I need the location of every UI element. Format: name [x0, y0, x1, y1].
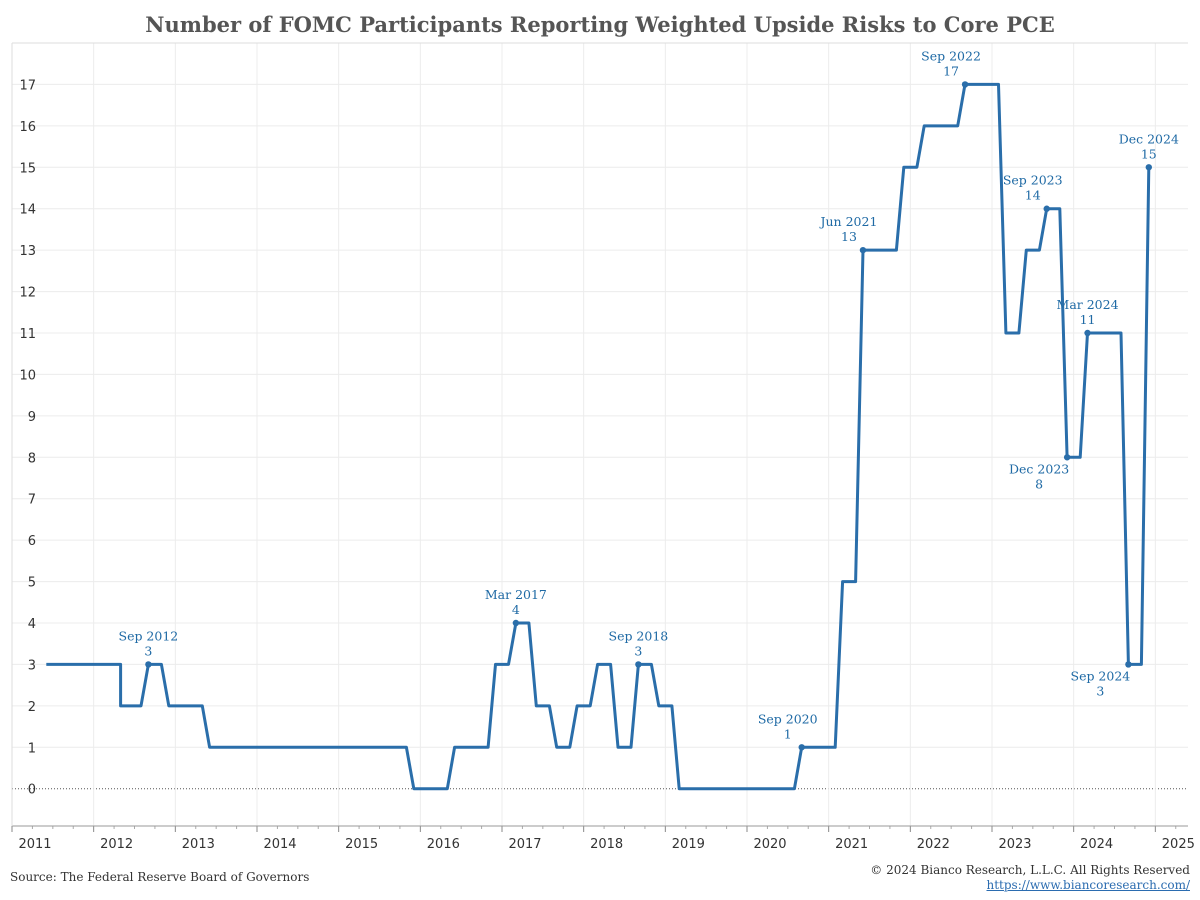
x-tick-label: 2021 [835, 837, 868, 852]
annotation-marker [859, 246, 867, 254]
annotation-date: Mar 2017 [485, 587, 547, 602]
annotation-marker [961, 81, 969, 88]
series-line-group [46, 82, 1151, 791]
annotation-value: 14 [1025, 188, 1041, 203]
annotation-marker [1125, 661, 1132, 668]
y-tick-label: 4 [28, 617, 36, 632]
annotation-date: Sep 2012 [119, 628, 179, 643]
y-tick-label: 7 [28, 493, 36, 508]
y-tick-label: 9 [28, 410, 36, 425]
y-tick-label: 13 [19, 244, 36, 259]
x-tick-label: 2017 [508, 837, 541, 852]
annotation-value: 11 [1080, 312, 1096, 327]
y-tick-label: 11 [19, 327, 36, 342]
annotation-value: 15 [1141, 146, 1157, 161]
annotation-value: 4 [512, 602, 520, 617]
y-tick-label: 2 [28, 700, 36, 715]
annotation-value: 17 [943, 63, 959, 78]
annotation-marker [1145, 164, 1153, 171]
annotation-date: Jun 2021 [819, 214, 878, 229]
annotation-marker [798, 744, 805, 751]
annotation-value: 3 [1096, 683, 1104, 698]
x-tick-label: 2012 [100, 837, 133, 852]
y-tick-label: 15 [19, 161, 36, 176]
x-tick-label: 2016 [427, 837, 460, 852]
annotation-date: Dec 2023 [1009, 461, 1069, 476]
annotation-value: 13 [841, 229, 857, 244]
y-tick-label: 0 [28, 783, 36, 798]
x-tick-label: 2020 [753, 837, 786, 852]
annotation-date: Sep 2023 [1003, 173, 1063, 188]
x-tick-label: 2022 [917, 837, 950, 852]
y-tick-label: 1 [28, 741, 36, 756]
annotation-date: Sep 2022 [921, 48, 981, 63]
x-tick-label: 2015 [345, 837, 378, 852]
annotation-marker [512, 619, 520, 627]
annotation-date: Sep 2018 [609, 628, 669, 643]
y-tick-label: 5 [28, 576, 36, 591]
x-tick-label: 2013 [182, 837, 215, 852]
annotation-value: 3 [634, 643, 642, 658]
annotation-date: Dec 2024 [1119, 131, 1179, 146]
annotation-marker [635, 661, 642, 668]
website-link[interactable]: https://www.biancoresearch.com/ [986, 878, 1190, 892]
chart-title: Number of FOMC Participants Reporting We… [145, 12, 1055, 37]
annotation-marker [1084, 329, 1091, 337]
annotation-value: 8 [1035, 476, 1043, 491]
x-tick-label: 2025 [1162, 837, 1195, 852]
y-tick-label: 12 [19, 286, 36, 301]
annotation-date: Sep 2024 [1071, 668, 1131, 683]
annotation-value: 1 [784, 726, 792, 741]
grid [11, 43, 1188, 826]
y-tick-label: 16 [19, 120, 36, 135]
annotation-marker [1043, 205, 1050, 212]
x-tick-label: 2014 [263, 837, 296, 852]
annotation-value: 3 [144, 643, 152, 658]
y-tick-label: 8 [28, 451, 36, 466]
annotation-marker [145, 661, 152, 668]
y-tick-label: 14 [19, 203, 36, 218]
annotation-marker [1063, 454, 1071, 461]
y-tick-label: 3 [28, 658, 36, 673]
y-tick-label: 10 [19, 368, 36, 383]
y-tick-label: 17 [19, 78, 36, 93]
x-tick-label: 2018 [590, 837, 623, 852]
x-tick-label: 2019 [672, 837, 705, 852]
copyright-note: © 2024 Bianco Research, L.L.C. All Right… [870, 863, 1190, 877]
annotation-date: Sep 2020 [758, 711, 818, 726]
y-tick-label: 6 [28, 534, 36, 549]
annotation-date: Mar 2024 [1057, 297, 1119, 312]
series-line [46, 82, 1151, 791]
source-note: Source: The Federal Reserve Board of Gov… [10, 870, 310, 884]
x-tick-label: 2011 [18, 837, 51, 852]
x-tick-label: 2024 [1080, 837, 1113, 852]
x-tick-label: 2023 [998, 837, 1031, 852]
